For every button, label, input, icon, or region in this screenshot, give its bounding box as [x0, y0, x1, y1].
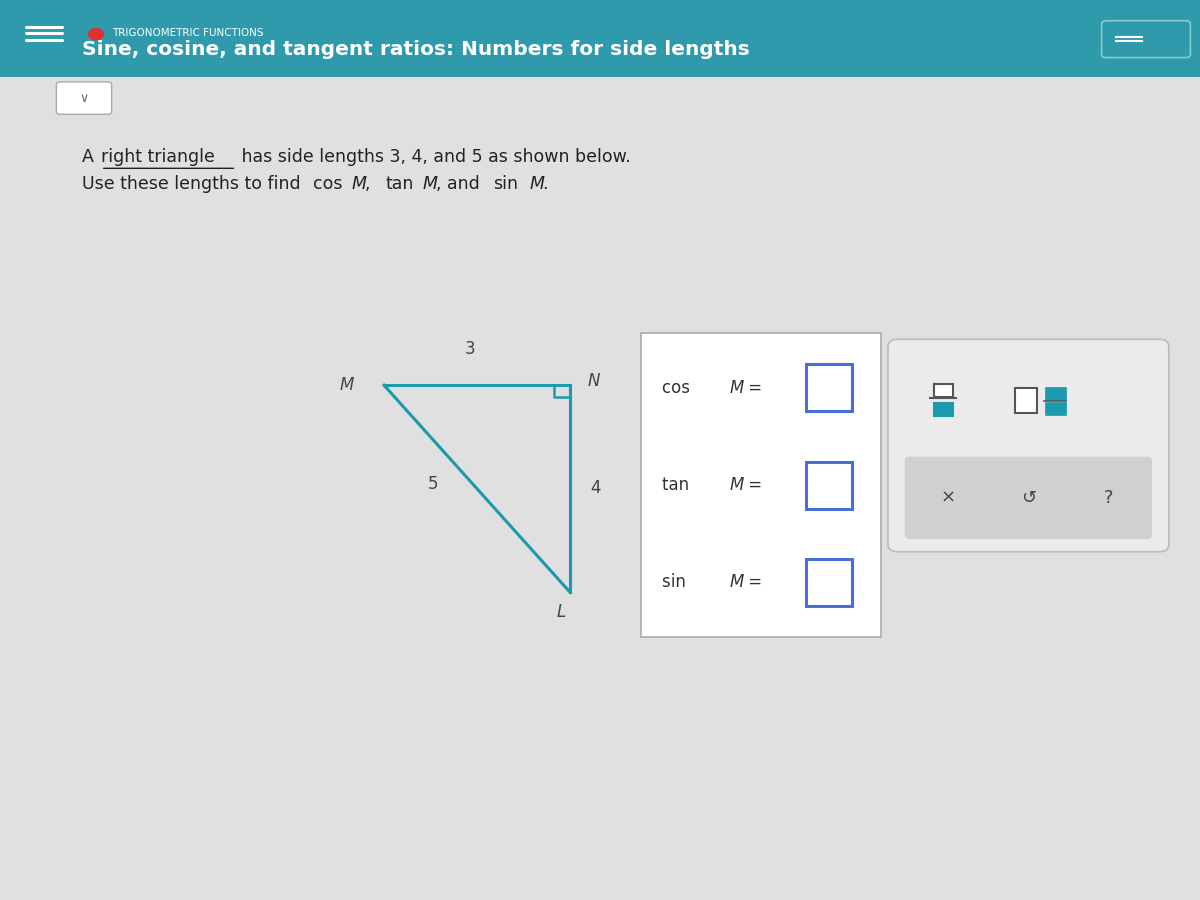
Text: M: M	[352, 175, 367, 193]
Text: tan: tan	[385, 175, 414, 193]
Text: TRIGONOMETRIC FUNCTIONS: TRIGONOMETRIC FUNCTIONS	[112, 28, 263, 39]
Text: ∨: ∨	[79, 92, 89, 104]
Text: Sine, cosine, and tangent ratios: Numbers for side lengths: Sine, cosine, and tangent ratios: Number…	[82, 40, 749, 59]
Text: right triangle: right triangle	[101, 148, 215, 166]
Text: sin: sin	[493, 175, 518, 193]
Text: .: .	[542, 175, 548, 193]
Text: M: M	[730, 379, 744, 397]
Text: =: =	[743, 379, 762, 397]
Text: 3: 3	[466, 340, 475, 358]
Bar	[806, 364, 852, 411]
Text: , and: , and	[436, 175, 479, 193]
FancyBboxPatch shape	[56, 82, 112, 114]
Text: M: M	[730, 573, 744, 591]
Text: 5: 5	[427, 475, 438, 493]
Bar	[934, 403, 953, 416]
Text: has side lengths 3, 4, and 5 as shown below.: has side lengths 3, 4, and 5 as shown be…	[236, 148, 631, 166]
Circle shape	[89, 29, 103, 40]
Bar	[806, 559, 852, 606]
Bar	[806, 462, 852, 508]
Text: M: M	[422, 175, 437, 193]
Text: sin: sin	[662, 573, 691, 591]
Text: cos: cos	[313, 175, 343, 193]
Text: tan: tan	[662, 476, 695, 494]
Bar	[1046, 403, 1066, 415]
Text: ↺: ↺	[1021, 489, 1036, 507]
FancyBboxPatch shape	[1102, 21, 1190, 58]
Text: L: L	[557, 603, 566, 621]
Text: A: A	[82, 148, 98, 166]
FancyBboxPatch shape	[905, 456, 1152, 539]
Text: M: M	[730, 476, 744, 494]
Text: ×: ×	[941, 489, 955, 507]
Text: 4: 4	[590, 479, 601, 497]
Text: cos: cos	[662, 379, 696, 397]
Text: =: =	[743, 476, 762, 494]
Text: ?: ?	[1104, 489, 1114, 507]
Text: M: M	[340, 376, 354, 394]
Bar	[1046, 389, 1066, 400]
FancyBboxPatch shape	[0, 0, 1200, 76]
Text: M: M	[529, 175, 545, 193]
Text: ,: ,	[365, 175, 371, 193]
Text: Use these lengths to find: Use these lengths to find	[82, 175, 306, 193]
Text: =: =	[743, 573, 762, 591]
Bar	[641, 333, 881, 637]
Bar	[1015, 388, 1037, 413]
FancyBboxPatch shape	[888, 339, 1169, 552]
Bar	[934, 384, 953, 398]
Text: N: N	[588, 372, 600, 390]
